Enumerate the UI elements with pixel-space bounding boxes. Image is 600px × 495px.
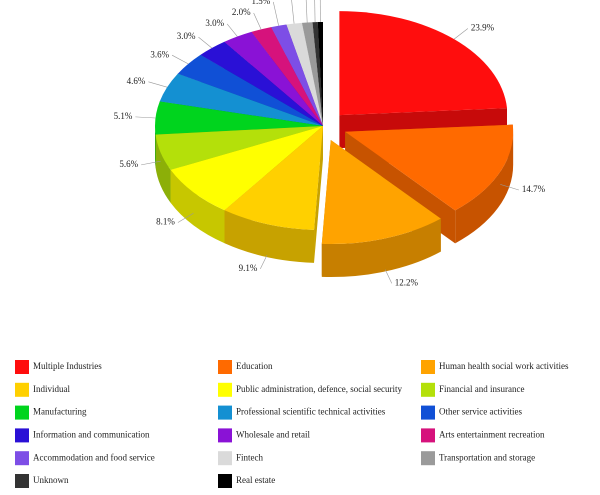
- leader-line: [171, 54, 189, 65]
- legend-label: Unknown: [33, 475, 69, 485]
- leader-line: [273, 1, 279, 26]
- legend-swatch: [15, 428, 29, 443]
- slice: [170, 126, 323, 211]
- slice: [317, 22, 323, 126]
- slice: [155, 126, 323, 170]
- legend-swatch: [421, 360, 435, 374]
- legend-label: Other service activities: [439, 407, 522, 417]
- leader-line: [500, 184, 519, 191]
- slice-side: [170, 169, 225, 244]
- legend-label: Education: [236, 361, 273, 371]
- data-label: 8.1%: [156, 217, 175, 227]
- slice: [312, 22, 323, 126]
- legend-label: Information and communication: [33, 429, 150, 439]
- pie-labels: 23.9% 14.7% 12.2% 9.1% 8.1% 5.6% 5.1% 4.6% 3.6% 3…: [114, 0, 546, 287]
- data-label: 14.7%: [522, 184, 546, 194]
- slice: [159, 73, 323, 126]
- data-label: 3.0%: [177, 31, 196, 41]
- leader-line: [135, 116, 156, 119]
- data-label: 5.6%: [119, 159, 138, 169]
- legend-swatch: [421, 405, 435, 420]
- leader-line: [148, 81, 168, 88]
- legend-swatch: [15, 360, 29, 374]
- legend-label: Manufacturing: [33, 407, 87, 417]
- legend-label: Human health social work activities: [439, 361, 569, 371]
- legend-swatch: [15, 382, 29, 397]
- data-label: 3.6%: [150, 49, 169, 59]
- legend-swatch: [15, 474, 29, 488]
- legend: Multiple Industries Education Human health…: [15, 360, 569, 488]
- slice: [155, 101, 323, 135]
- slice: [177, 54, 323, 126]
- legend-swatch: [421, 382, 435, 397]
- leader-line: [384, 269, 393, 284]
- legend-swatch: [218, 382, 232, 397]
- legend-label: Transportation and storage: [439, 452, 535, 462]
- legend-swatch: [15, 405, 29, 420]
- slice: [301, 22, 323, 127]
- legend-label: Accommodation and food service: [33, 452, 155, 462]
- leader-line: [453, 28, 469, 40]
- legend-label: Multiple Industries: [33, 361, 102, 371]
- leader-line: [198, 36, 212, 49]
- legend-label: Fintech: [236, 452, 263, 462]
- legend-swatch: [15, 451, 29, 466]
- slice: [200, 41, 323, 126]
- slice: [271, 24, 323, 127]
- legend-label: Arts entertainment recreation: [439, 429, 545, 439]
- legend-label: Real estate: [236, 475, 275, 485]
- slice: [345, 124, 514, 211]
- legend-swatch: [218, 474, 232, 488]
- slice-side: [155, 134, 171, 203]
- legend-swatch: [421, 428, 435, 443]
- leader-line: [305, 0, 308, 23]
- slice: [251, 27, 323, 126]
- legend-label: Financial and insurance: [439, 384, 524, 394]
- leader-line: [260, 255, 268, 270]
- legend-swatch: [218, 360, 232, 374]
- slice-side: [155, 126, 156, 168]
- leader-line: [141, 160, 161, 166]
- legend-swatch: [421, 451, 435, 466]
- slice: [339, 11, 508, 116]
- leader-line: [226, 23, 238, 37]
- data-label: 5.1%: [114, 111, 133, 121]
- leader-line: [314, 0, 316, 23]
- legend-label: Wholesale and retail: [236, 429, 310, 439]
- slice-side: [224, 210, 315, 263]
- slice-side: [455, 131, 514, 244]
- slice-side: [321, 218, 441, 278]
- legend-label: Professional scientific technical activi…: [236, 407, 386, 417]
- slice: [224, 126, 323, 230]
- legend-swatch: [218, 428, 232, 443]
- data-label: 23.9%: [471, 23, 495, 33]
- data-label: 2.0%: [232, 7, 251, 17]
- data-label: 12.2%: [395, 277, 419, 287]
- leader-line: [177, 212, 194, 223]
- legend-label: Public administration, defence, social s…: [236, 384, 402, 394]
- data-label: 3.0%: [205, 18, 224, 28]
- slice: [321, 140, 441, 245]
- pie: [155, 11, 514, 278]
- leader-line: [253, 12, 262, 30]
- data-label: 4.6%: [127, 76, 146, 86]
- legend-swatch: [218, 405, 232, 420]
- legend-swatch: [218, 451, 232, 466]
- legend-label: Individual: [33, 384, 70, 394]
- data-label: 1.5%: [252, 0, 271, 6]
- leader-line: [291, 0, 295, 24]
- data-label: 9.1%: [239, 263, 258, 273]
- slice: [286, 22, 323, 127]
- slice: [224, 31, 323, 126]
